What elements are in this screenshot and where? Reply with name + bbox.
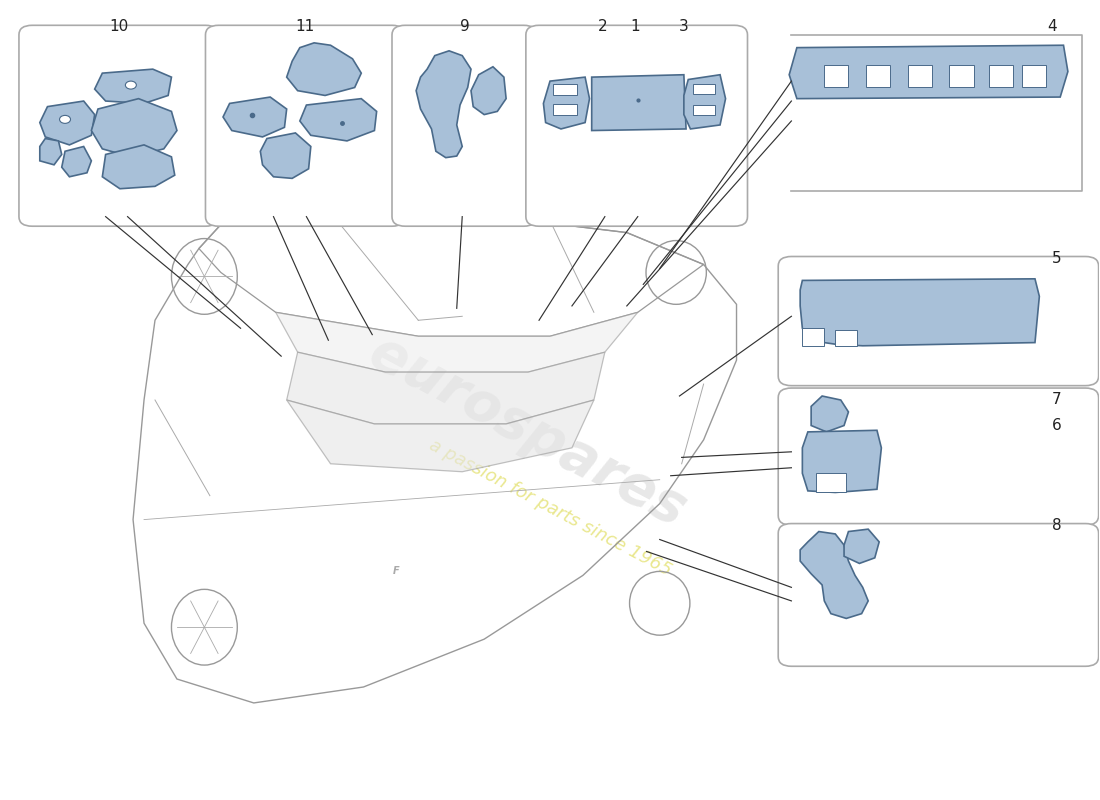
Text: 8: 8 [1052,518,1062,534]
Polygon shape [40,101,95,145]
Polygon shape [62,146,91,177]
Polygon shape [276,312,638,372]
Polygon shape [800,531,868,618]
FancyBboxPatch shape [206,26,405,226]
Polygon shape [91,98,177,157]
Text: 10: 10 [109,19,129,34]
Circle shape [59,115,70,123]
Text: F: F [393,566,399,577]
FancyBboxPatch shape [526,26,748,226]
Text: 2: 2 [598,19,607,34]
Text: 7: 7 [1052,393,1062,407]
Bar [1022,65,1046,87]
Bar [802,328,824,346]
Bar [949,65,974,87]
FancyBboxPatch shape [778,388,1099,525]
Bar [553,104,578,115]
Circle shape [125,81,136,89]
Bar [693,83,715,94]
Text: 1: 1 [630,19,640,34]
Polygon shape [684,74,726,129]
Text: 6: 6 [1052,418,1062,433]
Text: eurospares: eurospares [361,326,695,538]
Polygon shape [287,43,361,95]
Text: 5: 5 [1052,250,1062,266]
Text: 11: 11 [296,19,315,34]
Bar [553,84,578,95]
Polygon shape [416,51,471,158]
Bar [815,473,846,493]
Bar [824,65,848,87]
FancyBboxPatch shape [778,257,1099,386]
Polygon shape [287,400,594,472]
Polygon shape [802,430,881,493]
Polygon shape [811,396,848,432]
Text: 4: 4 [1047,19,1057,34]
Bar [835,330,857,346]
Polygon shape [543,77,590,129]
Polygon shape [102,145,175,189]
Polygon shape [592,74,686,130]
FancyBboxPatch shape [392,26,537,226]
Polygon shape [223,97,287,137]
Bar [693,105,715,115]
Polygon shape [95,69,172,103]
Polygon shape [300,98,376,141]
Polygon shape [800,279,1040,346]
Bar [866,65,890,87]
Bar [908,65,932,87]
Polygon shape [40,138,62,165]
Text: a passion for parts since 1965: a passion for parts since 1965 [426,436,674,579]
Polygon shape [471,66,506,114]
FancyBboxPatch shape [19,26,219,226]
Bar [989,65,1013,87]
FancyBboxPatch shape [778,523,1099,666]
Polygon shape [261,133,311,178]
Text: 9: 9 [460,19,470,34]
Polygon shape [844,529,879,563]
Polygon shape [789,46,1068,98]
Polygon shape [287,352,605,424]
Text: 3: 3 [679,19,689,34]
